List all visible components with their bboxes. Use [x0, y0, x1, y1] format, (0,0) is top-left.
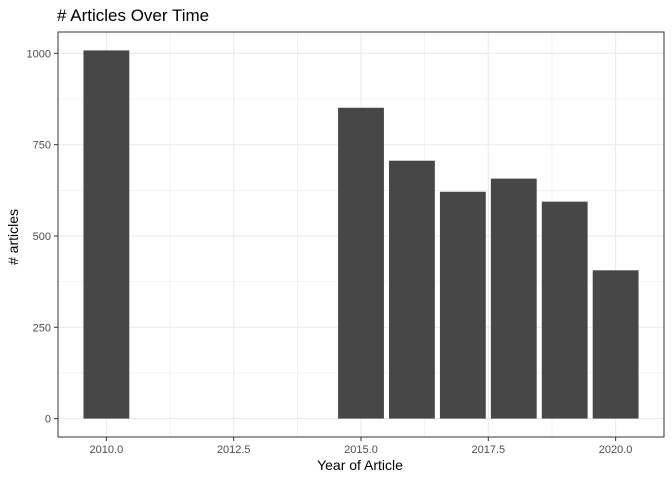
x-axis-title: Year of Article: [317, 457, 403, 473]
bar-2020: [592, 270, 639, 419]
bar-2019: [541, 201, 588, 419]
x-tick-label: 2012.5: [217, 444, 251, 456]
x-tick-label: 2015.0: [344, 444, 378, 456]
x-tick-label: 2017.5: [471, 444, 505, 456]
bar-2016: [389, 160, 435, 419]
y-tick-label: 0: [45, 414, 51, 426]
bar-2010: [83, 50, 130, 419]
x-tick-label: 2010.0: [90, 444, 124, 456]
y-tick-label: 750: [33, 140, 51, 152]
bar-2015: [338, 107, 384, 419]
x-tick-label: 2020.0: [599, 444, 633, 456]
y-tick-label: 1000: [27, 48, 51, 60]
plot-panel: [57, 31, 665, 438]
y-tick-label: 500: [33, 231, 51, 243]
bar-2018: [490, 178, 537, 419]
y-tick-label: 250: [33, 322, 51, 334]
bar-2017: [439, 191, 486, 419]
chart-title: # Articles Over Time: [57, 6, 209, 25]
y-axis-title: # articles: [5, 209, 21, 265]
